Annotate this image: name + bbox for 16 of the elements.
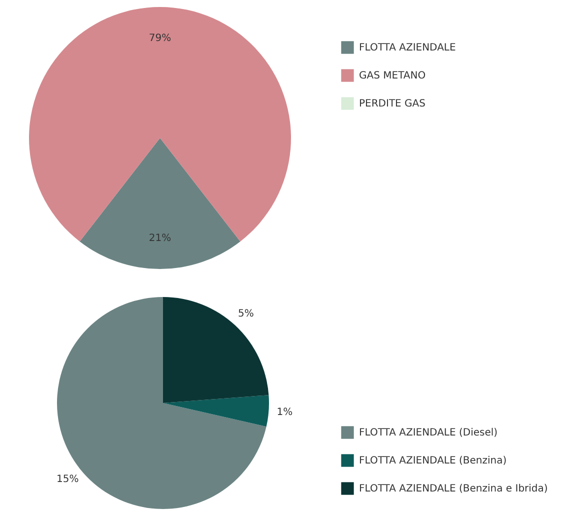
pie-slice (29, 7, 291, 242)
legend-label: FLOTTA AZIENDALE (359, 42, 456, 54)
data-label: 79% (148, 33, 172, 44)
legend-label: FLOTTA AZIENDALE (Diesel) (359, 428, 498, 438)
data-label: 1% (276, 407, 293, 418)
pie-slice (163, 297, 269, 403)
legend-label: FLOTTA AZIENDALE (Benzina) (359, 456, 507, 466)
legend-label: PERDITE GAS (359, 98, 426, 110)
pie-slice (80, 138, 240, 269)
data-label: 21% (148, 233, 172, 244)
pie-slice (57, 297, 266, 509)
pie-slice (163, 395, 269, 427)
data-label: 15% (56, 474, 79, 486)
legend-label: GAS METANO (359, 70, 426, 82)
data-label: 5% (238, 308, 254, 320)
legend-label: FLOTTA AZIENDALE (Benzina e Ibrida) (359, 484, 548, 494)
